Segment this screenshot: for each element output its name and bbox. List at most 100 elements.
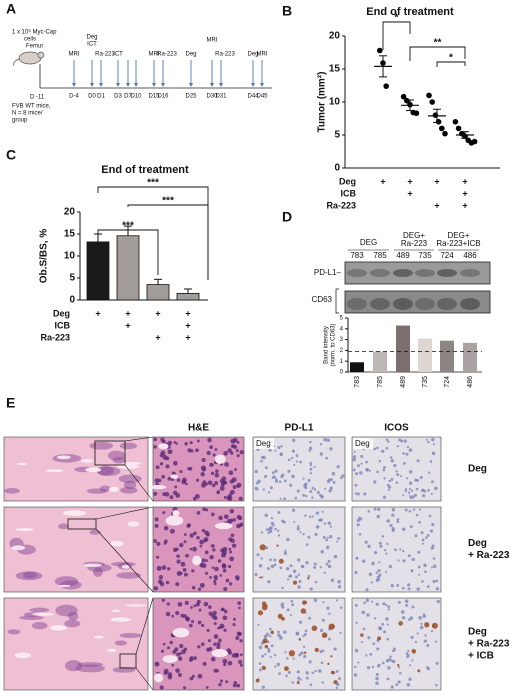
nucleus: [364, 540, 368, 544]
nucleus: [284, 651, 287, 654]
nucleus: [232, 484, 237, 490]
nucleus: [258, 645, 263, 650]
nucleus: [223, 663, 227, 667]
nucleus: [235, 449, 239, 452]
nucleus: [385, 552, 388, 555]
nucleus: [387, 440, 390, 443]
nucleus: [232, 623, 236, 627]
nucleus: [234, 575, 240, 580]
nucleus: [173, 460, 178, 466]
nucleus: [385, 438, 389, 442]
nucleus: [377, 507, 381, 512]
nucleus: [385, 617, 389, 621]
y-tick-label: 15: [64, 229, 76, 240]
stain-spot: [281, 616, 285, 621]
nucleus: [222, 658, 228, 664]
nucleus: [409, 496, 412, 499]
nucleus: [376, 514, 380, 519]
nucleus: [156, 565, 162, 571]
nucleus: [360, 454, 364, 458]
row-label: + Ra-223: [468, 639, 510, 650]
nucleus: [269, 627, 272, 631]
histology-image: [3, 506, 149, 593]
nucleus: [183, 647, 188, 652]
nucleus: [229, 518, 234, 523]
nucleus: [298, 620, 303, 624]
nucleus: [294, 496, 298, 500]
nucleus: [333, 554, 338, 559]
nucleus: [260, 455, 264, 459]
nucleus: [259, 668, 262, 672]
nucleus: [337, 579, 341, 584]
nucleus: [388, 564, 392, 569]
data-point: [471, 138, 478, 145]
stain-spot: [302, 600, 307, 605]
nucleus: [408, 618, 411, 622]
nucleus: [388, 479, 392, 483]
nucleus: [390, 459, 394, 463]
nucleus: [182, 686, 187, 690]
nucleus: [239, 639, 243, 643]
nucleus: [175, 611, 180, 616]
nucleus: [323, 437, 327, 442]
nucleus: [330, 578, 335, 582]
lane-label: 783: [350, 251, 364, 260]
event-day: D7: [124, 94, 132, 100]
nucleus: [236, 631, 241, 636]
nucleus: [223, 495, 227, 499]
nucleus: [421, 538, 425, 542]
nucleus: [209, 554, 214, 560]
inset-tag: Deg: [355, 439, 370, 448]
nucleus: [401, 549, 405, 553]
event-label: Ra-223: [95, 52, 115, 58]
nucleus: [210, 471, 215, 476]
nucleus: [293, 520, 296, 524]
bar: [418, 338, 432, 372]
nucleus: [289, 564, 293, 568]
nucleus: [155, 555, 160, 559]
nucleus: [371, 561, 375, 566]
event-arrowhead: [210, 83, 214, 87]
nucleus: [206, 647, 211, 652]
nucleus: [212, 548, 216, 552]
nucleus: [171, 614, 175, 618]
significance-bracket: [97, 229, 159, 275]
band-label: PD-L1–: [314, 268, 342, 277]
tissue-gap: [149, 484, 167, 490]
lane-label: 785: [373, 251, 387, 260]
nucleus: [201, 458, 206, 463]
nucleus: [238, 516, 243, 521]
tissue-blob: [96, 466, 121, 476]
nucleus: [311, 486, 315, 490]
y-axis-label: Tumor (mm²): [317, 72, 328, 133]
nucleus: [163, 671, 168, 675]
nucleus: [366, 666, 371, 670]
condition-mark: +: [380, 176, 385, 186]
nucleus: [373, 480, 377, 484]
nucleus: [382, 495, 387, 499]
nucleus: [229, 479, 234, 484]
nucleus: [329, 486, 333, 490]
nucleus: [268, 527, 272, 531]
nucleus: [213, 622, 217, 626]
tissue-gap: [80, 459, 94, 463]
nucleus: [319, 452, 324, 456]
nucleus: [323, 571, 326, 574]
nucleus: [175, 547, 179, 551]
nucleus: [416, 587, 420, 591]
nucleus: [204, 550, 209, 555]
nucleus: [153, 586, 159, 591]
nucleus: [185, 482, 188, 486]
nucleus: [257, 479, 261, 484]
inset-tag-bg: [353, 438, 373, 449]
nucleus: [361, 559, 366, 563]
stain-spot: [328, 623, 335, 630]
nucleus: [171, 477, 175, 482]
nucleus: [384, 549, 387, 552]
nucleus: [165, 611, 171, 617]
nucleus: [274, 479, 279, 483]
nucleus: [216, 491, 220, 495]
nucleus: [367, 510, 371, 513]
nucleus: [353, 673, 358, 677]
nucleus: [363, 492, 367, 496]
